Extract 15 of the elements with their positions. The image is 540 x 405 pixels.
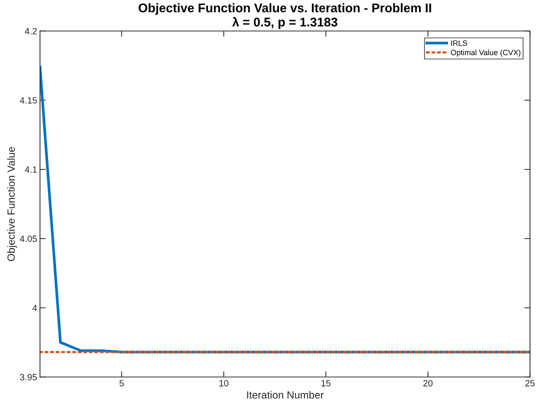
x-tick-label: 20 — [423, 380, 433, 386]
x-tick-label: 5 — [120, 380, 124, 386]
x-axis-title: Iteration Number — [247, 390, 324, 399]
y-tick-label: 4 — [32, 304, 37, 312]
y-axis-title: Objective Function Value — [7, 146, 17, 262]
y-tick-label: 4.1 — [24, 166, 37, 173]
x-tick-label: 10 — [219, 380, 228, 386]
chart-title: Objective Function Value vs. Iteration - Problem II — [138, 3, 432, 15]
y-tick-label: 4.05 — [20, 236, 37, 242]
x-tick-label: 15 — [322, 380, 330, 386]
x-tick-label: 25 — [525, 380, 535, 386]
chart-subtitle: λ = 0.5, p = 1.3183 — [232, 17, 338, 29]
y-tick-label: 4.2 — [24, 28, 37, 34]
y-tick-label: 4.15 — [20, 97, 37, 104]
y-tick-label: 3.95 — [20, 374, 37, 380]
